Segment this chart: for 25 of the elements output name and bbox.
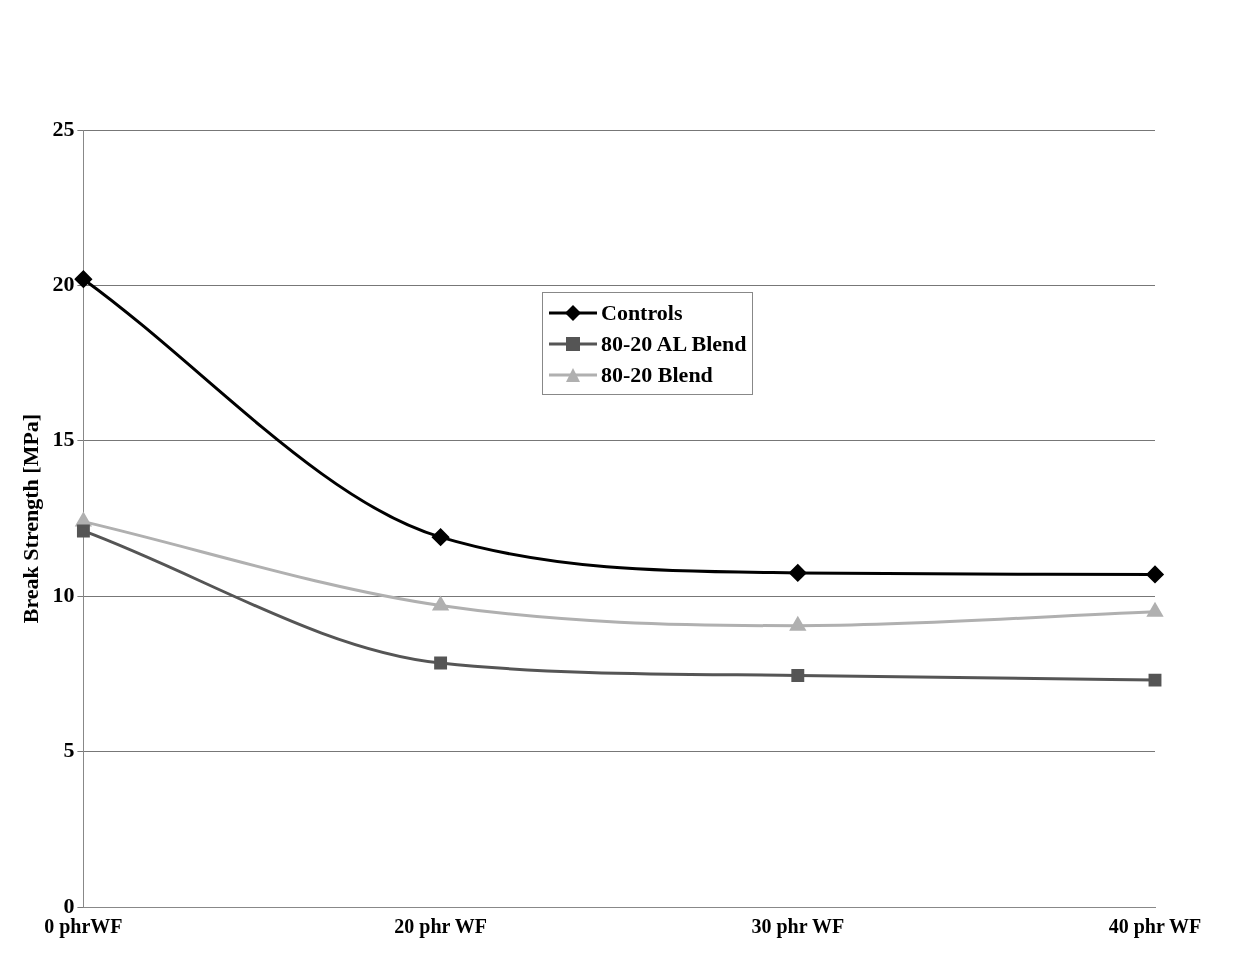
x-tick-label: 0 phrWF — [44, 915, 123, 939]
point — [1146, 565, 1164, 583]
legend-label: 80-20 Blend — [601, 361, 713, 388]
y-tick-label: 5 — [63, 737, 75, 763]
point — [790, 617, 806, 631]
x-tick-label: 30 phr WF — [751, 915, 845, 939]
y-tick-label: 15 — [52, 426, 75, 452]
x-tick-label: 40 phr WF — [1108, 915, 1202, 939]
y-tick-label: 25 — [52, 115, 75, 141]
point — [789, 564, 807, 582]
legend-label: 80-20 AL Blend — [601, 330, 747, 357]
x-tick-label: 20 phr WF — [394, 915, 487, 939]
point — [1148, 673, 1162, 687]
point — [434, 656, 448, 670]
point — [433, 597, 449, 611]
y-axis-title: Break Strength [MPa] — [17, 413, 43, 624]
point — [432, 528, 450, 546]
y-tick-label: 10 — [52, 581, 75, 607]
y-tick-label: 20 — [52, 271, 75, 297]
point — [1147, 603, 1163, 617]
point — [74, 270, 92, 288]
y-tick-label: 0 — [63, 892, 75, 918]
point — [76, 524, 90, 538]
point — [791, 669, 805, 682]
legend-label: Controls — [601, 299, 683, 326]
